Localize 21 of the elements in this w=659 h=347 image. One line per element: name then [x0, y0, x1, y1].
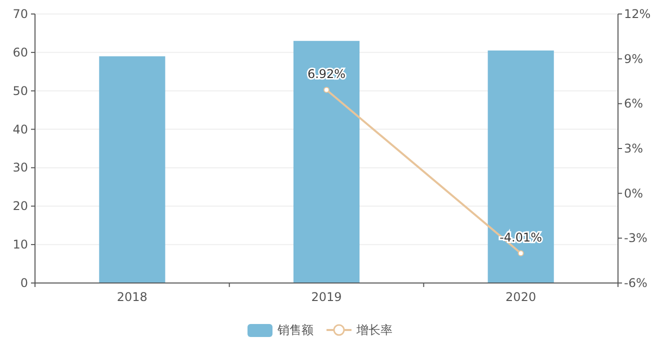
y-tick-label: 60: [12, 45, 28, 60]
legend-label: 增长率: [356, 323, 392, 337]
y-tick-label: 30: [12, 160, 28, 175]
y2-tick-label: 0%: [624, 186, 644, 200]
y-tick-label: 70: [12, 7, 28, 21]
y-tick-label: 20: [12, 199, 28, 214]
y-tick-label: 50: [12, 84, 28, 98]
x-tick-label: 2020: [506, 290, 536, 304]
y2-tick-label: 9%: [624, 52, 644, 66]
data-label: 6.92%: [307, 66, 346, 81]
y2-tick-label: 6%: [624, 96, 644, 111]
legend-label: 销售额: [276, 323, 314, 337]
y-tick-label: 10: [12, 238, 28, 252]
y2-tick-label: -3%: [624, 231, 648, 246]
y2-tick-label: -6%: [624, 276, 648, 290]
y2-tick-label: 3%: [624, 142, 644, 156]
y2-tick-label: 12%: [624, 7, 651, 21]
y-tick-label: 0: [20, 276, 28, 290]
x-tick-label: 2018: [116, 290, 148, 304]
x-tick-label: 2019: [311, 290, 342, 304]
y-tick-label: 40: [12, 122, 28, 136]
